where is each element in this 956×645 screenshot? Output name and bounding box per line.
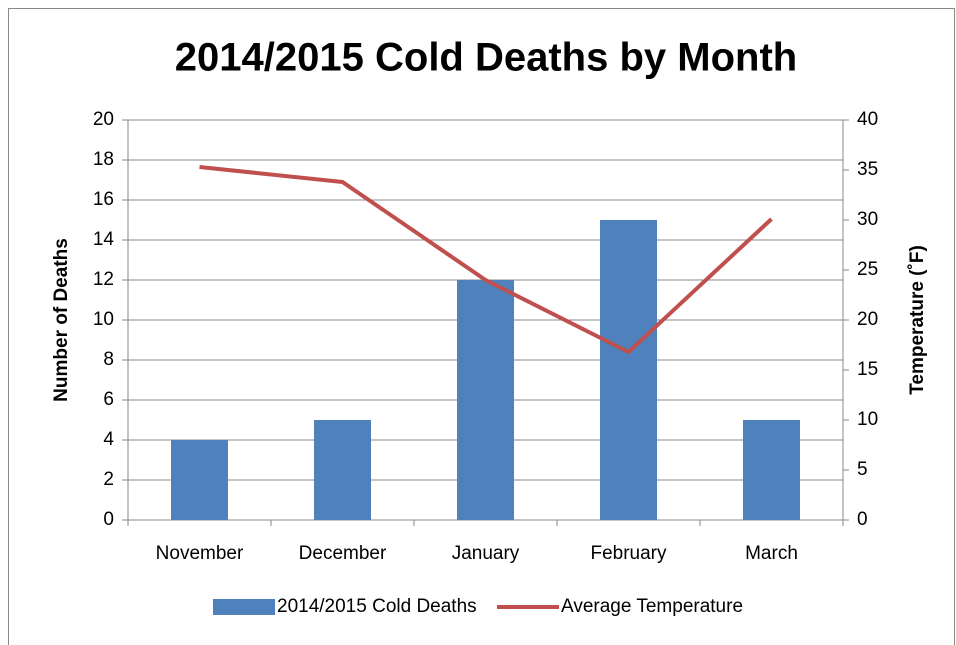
legend-label: 2014/2015 Cold Deaths (277, 596, 477, 617)
y2-tick-label: 5 (857, 459, 868, 480)
y-tick-label: 10 (93, 309, 114, 330)
y2-tick-label: 0 (857, 509, 868, 530)
y-tick-label: 8 (103, 349, 114, 370)
y2-tick-label: 30 (857, 209, 878, 230)
y2-tick-label: 20 (857, 309, 878, 330)
y-tick-label: 16 (93, 189, 114, 210)
y-tick-label: 2 (103, 469, 114, 490)
legend-label: Average Temperature (561, 596, 743, 617)
y-tick-label: 6 (103, 389, 114, 410)
y-axis-label: Number of Deaths (51, 238, 72, 402)
x-tick-label: January (452, 543, 520, 564)
x-tick-label: March (745, 543, 798, 564)
y2-tick-label: 15 (857, 359, 878, 380)
bar (600, 220, 657, 520)
y-tick-label: 12 (93, 269, 114, 290)
legend-swatch (213, 599, 275, 615)
bar (314, 420, 371, 520)
x-tick-label: December (299, 543, 387, 564)
x-tick-label: February (590, 543, 667, 564)
y-tick-label: 20 (93, 109, 114, 130)
y-tick-label: 4 (103, 429, 114, 450)
y2-axis-label: Temperature (˚F) (907, 245, 928, 395)
y2-tick-label: 25 (857, 259, 878, 280)
bar (171, 440, 228, 520)
y2-tick-label: 35 (857, 159, 878, 180)
x-tick-label: November (156, 543, 244, 564)
y-tick-label: 0 (103, 509, 114, 530)
y2-tick-label: 40 (857, 109, 878, 130)
y-tick-label: 14 (93, 229, 115, 250)
line (199, 165, 773, 354)
bar (743, 420, 800, 520)
y-tick-label: 18 (93, 149, 114, 170)
bar (457, 280, 514, 520)
chart-title: 2014/2015 Cold Deaths by Month (175, 36, 797, 80)
y2-tick-label: 10 (857, 409, 878, 430)
